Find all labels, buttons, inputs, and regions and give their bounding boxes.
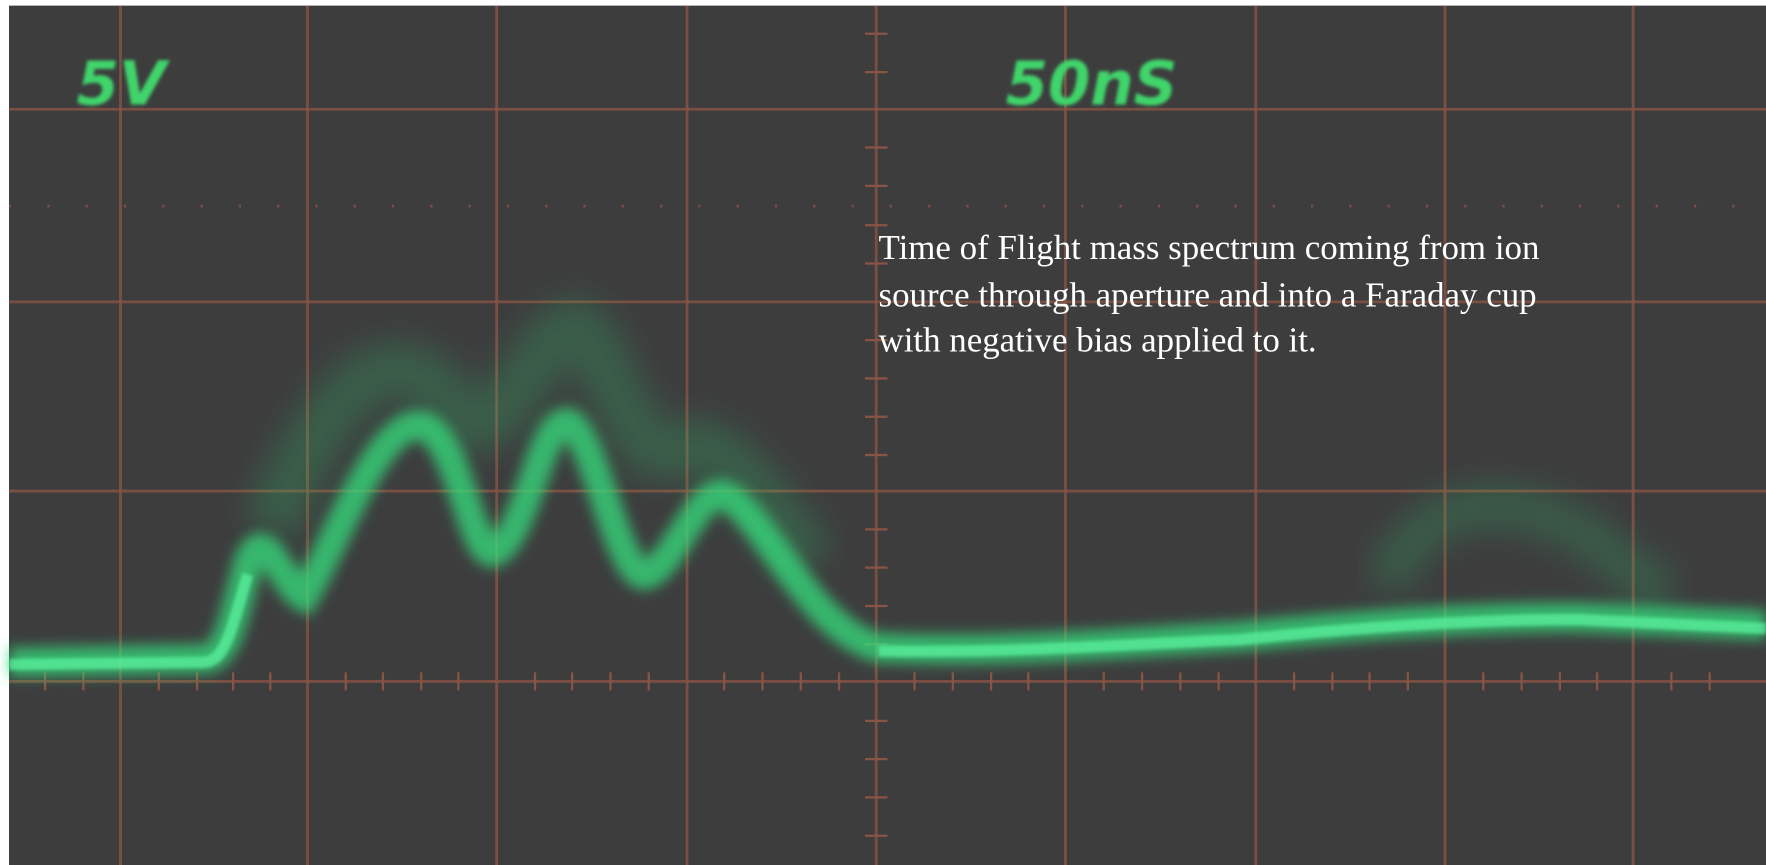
time-per-division: 50nS: [1006, 50, 1178, 120]
annotation-line: Time of Flight mass spectrum coming from…: [878, 228, 1539, 267]
page: 5V 50nS Time of Flight mass spectrum com…: [0, 0, 1766, 865]
screen-background: [9, 6, 1766, 865]
annotation-line: source through aperture and into a Farad…: [878, 275, 1536, 314]
annotation-line: with negative bias applied to it.: [878, 320, 1316, 359]
oscilloscope-screen: 5V 50nS Time of Flight mass spectrum com…: [0, 0, 1766, 865]
volts-per-division: 5V: [77, 50, 171, 120]
